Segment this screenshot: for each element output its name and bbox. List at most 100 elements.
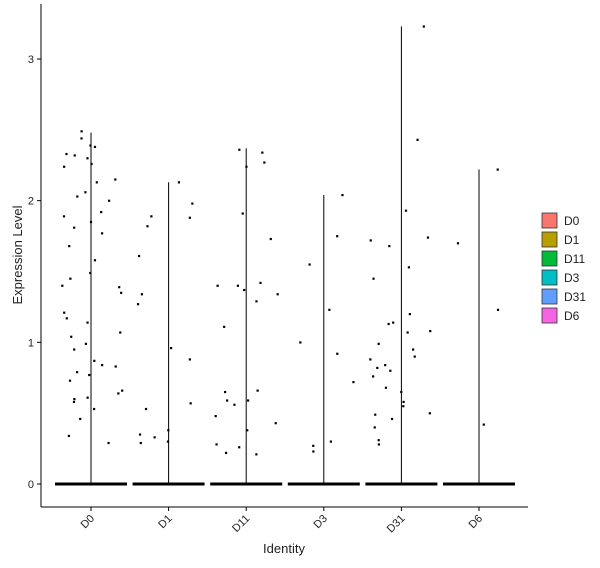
data-point bbox=[404, 209, 408, 212]
data-point-zero bbox=[181, 483, 184, 486]
data-point bbox=[166, 440, 170, 443]
data-point-zero bbox=[390, 483, 393, 486]
data-point bbox=[80, 137, 83, 140]
data-point bbox=[86, 321, 89, 324]
data-point bbox=[73, 348, 76, 351]
x-tick-label: D1 bbox=[156, 513, 174, 531]
x-tick-label: D11 bbox=[230, 513, 252, 535]
data-point-zero bbox=[432, 483, 435, 486]
data-point bbox=[215, 443, 218, 446]
data-point-zero bbox=[174, 483, 177, 486]
data-point bbox=[369, 358, 372, 361]
data-point-zero bbox=[161, 483, 165, 486]
data-point-zero bbox=[138, 483, 141, 486]
x-axis-title: Identity bbox=[263, 541, 305, 556]
data-point-zero bbox=[134, 483, 137, 486]
data-point-zero bbox=[314, 483, 317, 486]
data-point bbox=[138, 433, 142, 436]
data-point bbox=[233, 403, 236, 406]
data-point-zero bbox=[444, 483, 448, 486]
legend-swatch bbox=[541, 269, 558, 286]
data-point bbox=[79, 417, 82, 421]
data-point-zero bbox=[401, 483, 404, 486]
data-point-zero bbox=[489, 483, 492, 486]
axes bbox=[40, 4, 528, 508]
data-point-zero bbox=[229, 483, 233, 486]
data-point-zero bbox=[504, 483, 507, 486]
data-point bbox=[226, 399, 229, 402]
data-point-zero bbox=[56, 483, 59, 486]
data-point bbox=[89, 220, 93, 224]
violins bbox=[55, 26, 515, 486]
data-point-zero bbox=[225, 483, 228, 486]
x-tick-label: D3 bbox=[311, 513, 329, 531]
data-point-zero bbox=[273, 483, 276, 486]
data-point-zero bbox=[429, 483, 432, 486]
data-point-zero bbox=[354, 483, 357, 486]
data-point bbox=[412, 348, 415, 351]
data-point bbox=[107, 441, 110, 445]
data-point-zero bbox=[478, 483, 481, 486]
legend-item-D31: D31 bbox=[541, 288, 586, 305]
data-point-zero bbox=[370, 483, 374, 486]
data-point-zero bbox=[247, 483, 250, 486]
data-point-zero bbox=[154, 483, 157, 486]
data-point-zero bbox=[318, 483, 321, 486]
data-point-zero bbox=[464, 483, 467, 486]
data-point-zero bbox=[324, 483, 327, 486]
data-point-zero bbox=[381, 483, 385, 486]
data-point-zero bbox=[491, 483, 495, 486]
data-point bbox=[299, 341, 302, 344]
data-point bbox=[188, 358, 191, 361]
data-point-zero bbox=[57, 483, 60, 486]
data-point-zero bbox=[474, 483, 477, 486]
data-point bbox=[93, 407, 96, 411]
data-point-zero bbox=[501, 483, 504, 486]
data-point bbox=[62, 215, 66, 218]
data-point-zero bbox=[220, 483, 223, 486]
legend: D0 D1 D11 D3 D31 D6 bbox=[541, 212, 586, 324]
data-point-zero bbox=[213, 483, 216, 486]
data-point bbox=[312, 444, 315, 447]
violin-D3 bbox=[287, 195, 360, 486]
data-point-zero bbox=[141, 483, 144, 486]
data-point bbox=[73, 226, 76, 229]
data-point-zero bbox=[78, 483, 81, 486]
data-point bbox=[261, 151, 264, 154]
data-point-zero bbox=[271, 483, 274, 486]
data-point-zero bbox=[294, 483, 298, 486]
data-point-zero bbox=[297, 483, 300, 486]
data-point-zero bbox=[99, 483, 102, 486]
data-point-zero bbox=[456, 483, 459, 486]
data-point-zero bbox=[166, 483, 169, 486]
data-point-zero bbox=[289, 483, 292, 486]
data-point-zero bbox=[403, 483, 406, 486]
data-point-zero bbox=[149, 483, 152, 486]
violin-D11 bbox=[210, 148, 283, 486]
data-point bbox=[114, 178, 117, 181]
data-point bbox=[68, 379, 72, 382]
data-point bbox=[61, 284, 64, 287]
data-point bbox=[89, 144, 92, 147]
data-point-zero bbox=[233, 483, 236, 486]
data-point bbox=[95, 181, 98, 184]
data-point-zero bbox=[244, 483, 247, 486]
data-point-zero bbox=[267, 483, 270, 486]
data-point bbox=[241, 212, 244, 215]
data-point-zero bbox=[121, 483, 124, 486]
data-point-zero bbox=[452, 483, 456, 486]
data-point bbox=[482, 423, 485, 426]
y-tick-label: 0 bbox=[28, 479, 34, 491]
data-point-zero bbox=[469, 483, 473, 486]
data-point bbox=[259, 281, 262, 285]
y-tick-label: 1 bbox=[28, 337, 34, 349]
data-point bbox=[140, 293, 144, 296]
data-point bbox=[153, 436, 156, 439]
data-point bbox=[86, 157, 89, 160]
violin-D6 bbox=[443, 169, 515, 486]
data-point-zero bbox=[185, 483, 188, 486]
data-point bbox=[76, 195, 79, 198]
data-point bbox=[456, 242, 460, 245]
legend-swatch bbox=[541, 212, 558, 229]
data-point-zero bbox=[321, 483, 325, 486]
